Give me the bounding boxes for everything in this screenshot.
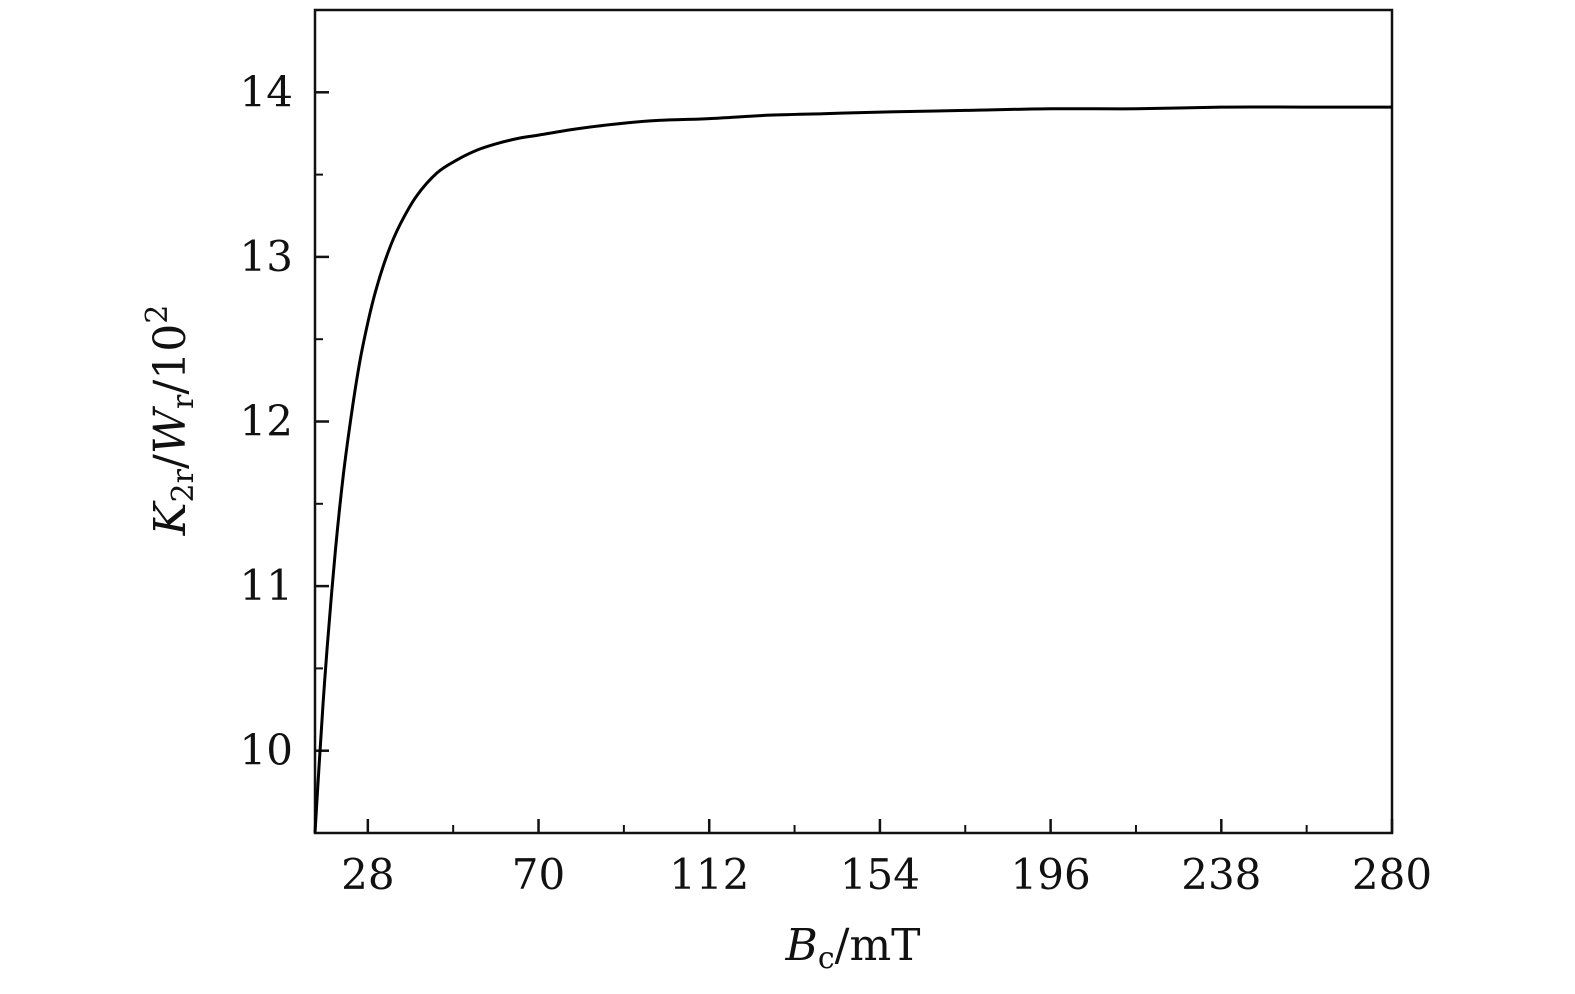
- y-axis-ticks: 10 11 12 13 14: [240, 67, 329, 775]
- x-axis-label-symbol: B: [784, 920, 817, 971]
- y-tick-label: 12: [240, 397, 293, 446]
- y-axis-label-k-sub: 2r: [166, 468, 201, 502]
- y-axis-label-w-sub: r: [166, 394, 201, 409]
- x-axis-label-subscript: c: [818, 941, 835, 976]
- y-tick-label: 14: [240, 67, 293, 116]
- x-tick-label: 280: [1352, 850, 1432, 899]
- x-axis-ticks: 28 70 112 154 196 238 280: [341, 819, 1432, 899]
- x-axis-label: Bc/mT: [784, 920, 920, 976]
- y-tick-label: 13: [240, 232, 293, 281]
- y-axis-label-k: K: [145, 500, 196, 536]
- data-line: [313, 105, 1392, 834]
- x-tick-label: 28: [341, 850, 394, 899]
- y-tick-label: 10: [240, 726, 293, 775]
- x-tick-label: 196: [1011, 850, 1091, 899]
- x-tick-label: 238: [1181, 850, 1261, 899]
- y-axis-label-exp: 2: [140, 305, 175, 324]
- x-tick-label: 154: [840, 850, 920, 899]
- y-axis-label-scale: /10: [145, 324, 196, 395]
- x-tick-label: 112: [669, 850, 749, 899]
- x-axis-label-unit: /mT: [835, 920, 921, 971]
- y-axis-label-slash: /: [145, 454, 196, 469]
- y-axis-label-w: W: [145, 405, 196, 454]
- y-tick-label: 11: [240, 561, 293, 610]
- y-axis-label: K2r/Wr/102: [140, 305, 201, 537]
- x-tick-label: 70: [512, 850, 565, 899]
- plot-frame: [313, 8, 1394, 835]
